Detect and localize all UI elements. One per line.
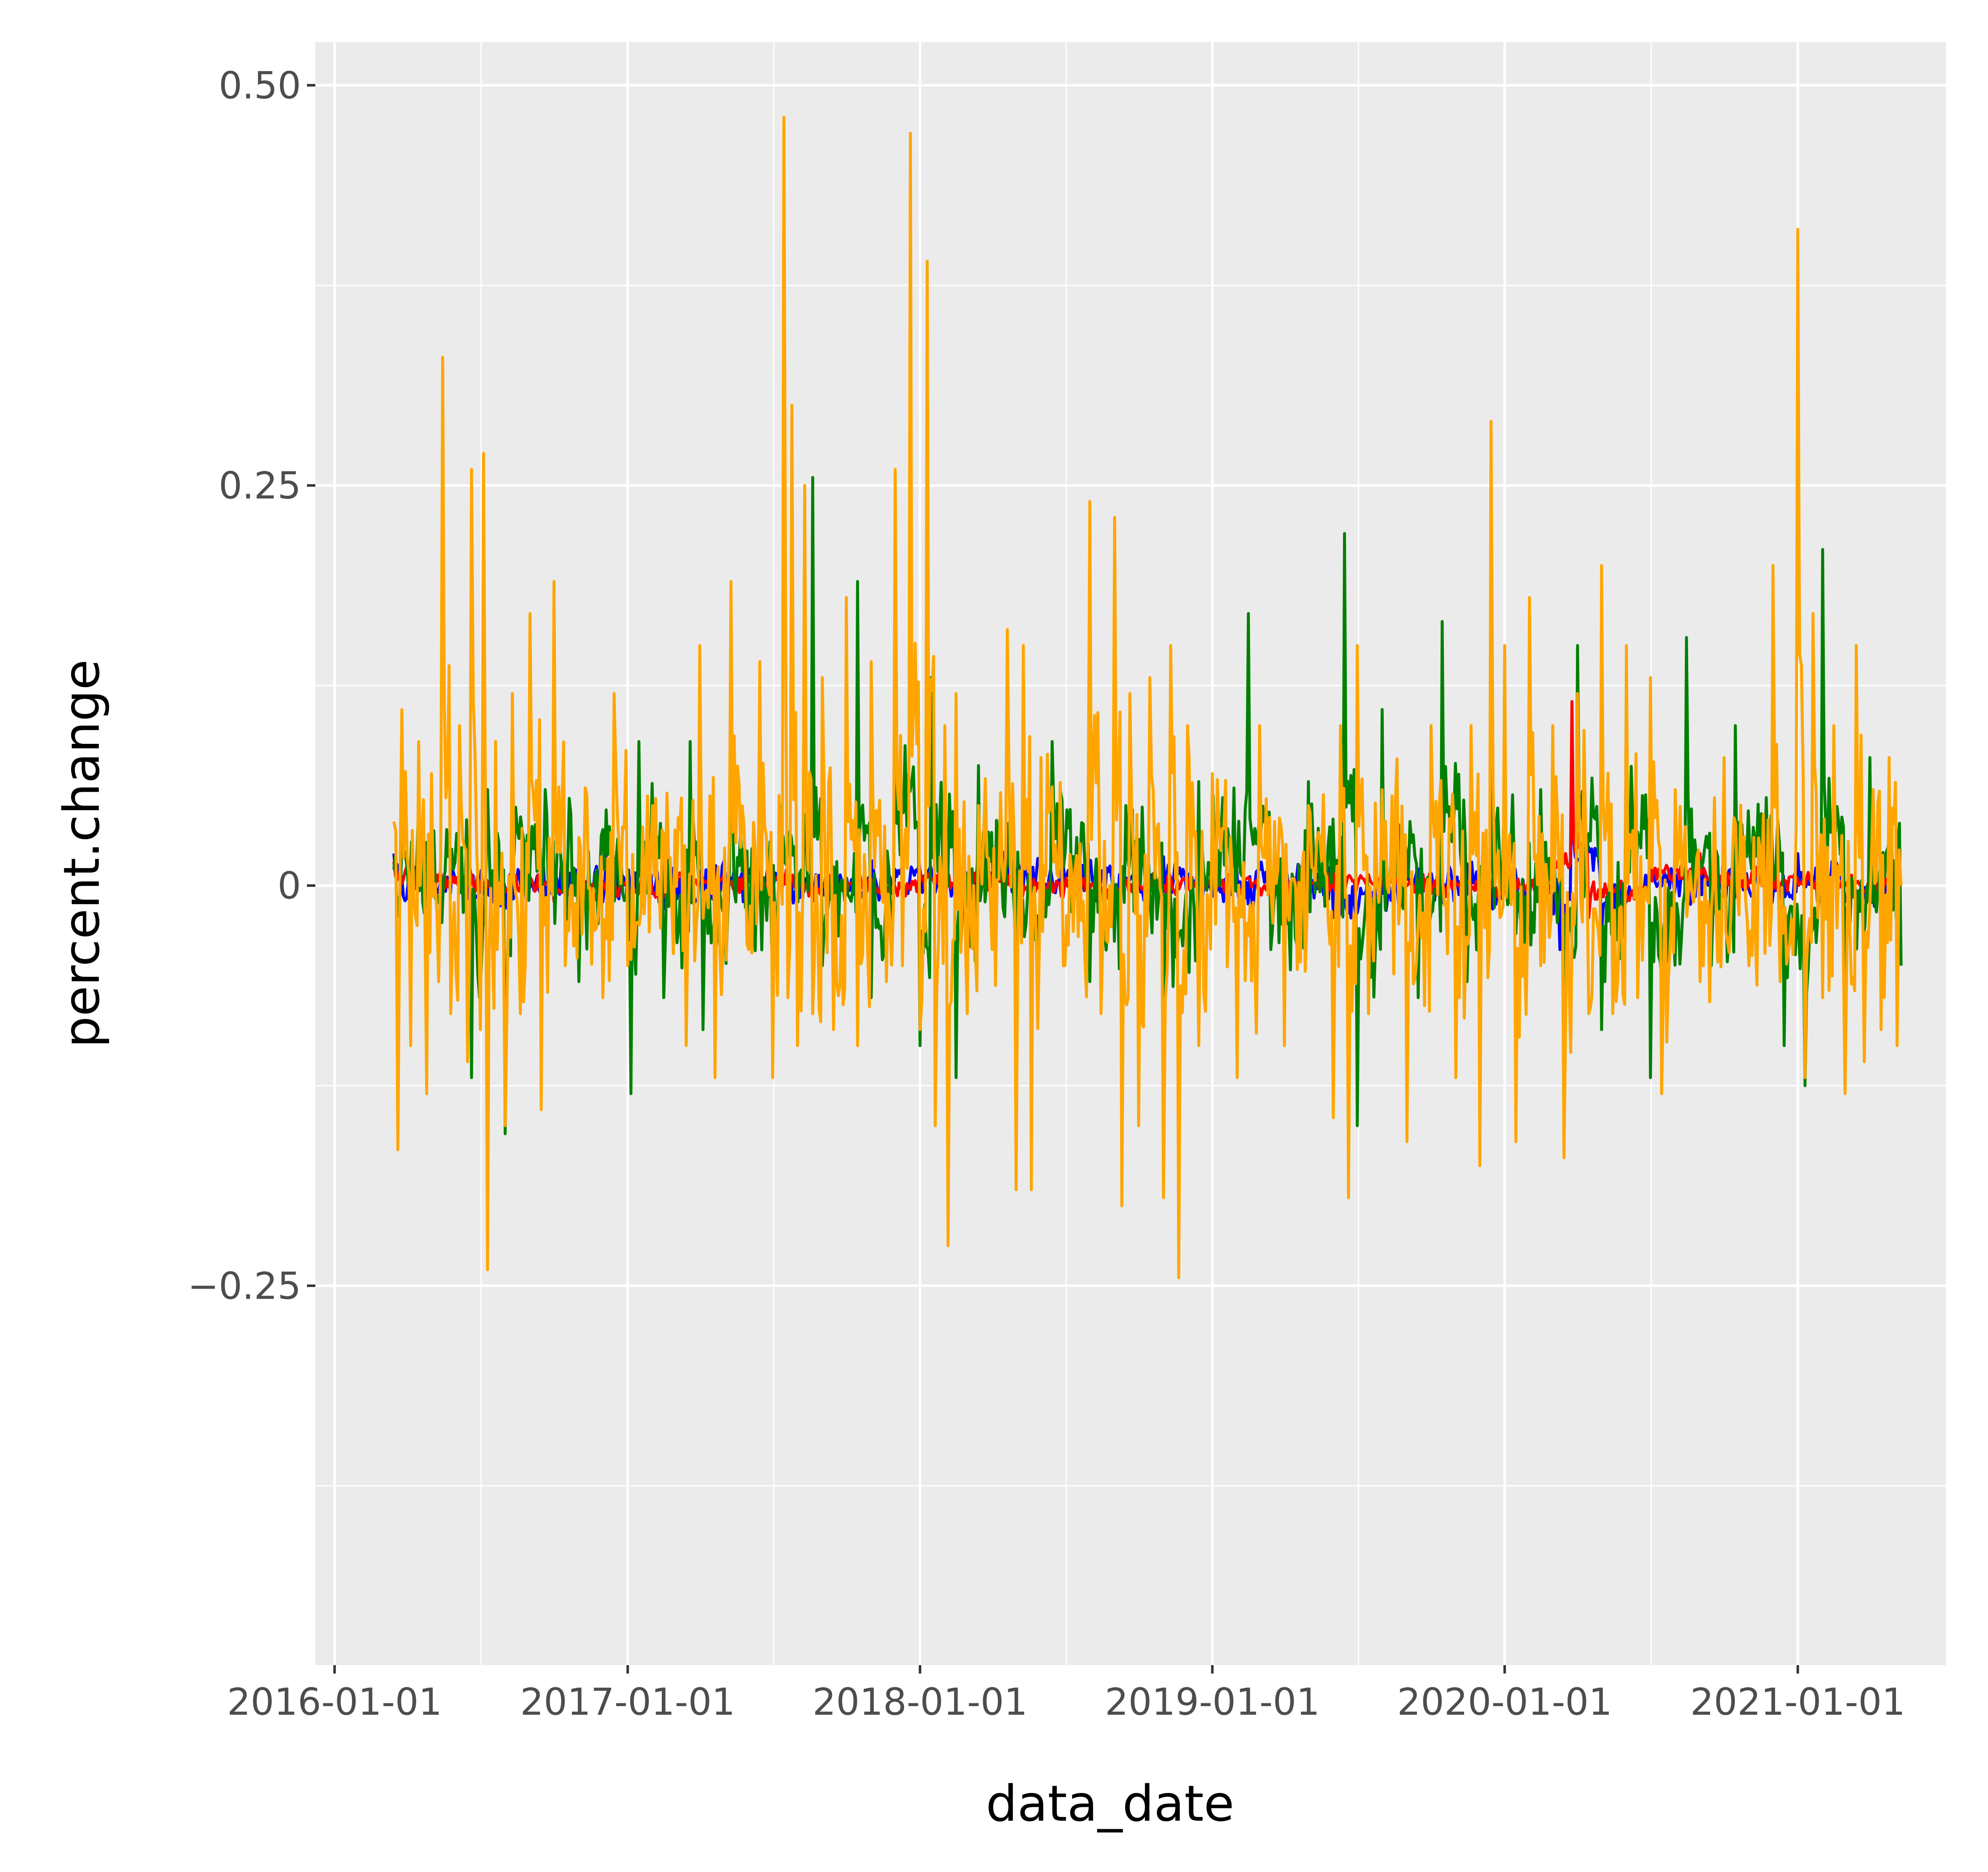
y-tick-label: 0.25 — [219, 464, 301, 507]
y-tick-label: 0 — [278, 864, 301, 907]
series-line — [392, 116, 1903, 1280]
y-tick-label: −0.25 — [188, 1264, 301, 1308]
y-axis: 0.50 0.25 0 −0.25 — [188, 64, 315, 1308]
x-tick-label: 2020-01-01 — [1397, 1680, 1612, 1724]
y-tick-label: 0.50 — [219, 64, 301, 107]
series-lines — [392, 116, 1903, 1280]
x-tick-label: 2021-01-01 — [1690, 1680, 1905, 1724]
x-tick-label: 2016-01-01 — [227, 1680, 442, 1724]
x-tick-label: 2018-01-01 — [812, 1680, 1027, 1724]
y-axis-title: percent.change — [53, 659, 111, 1048]
x-axis: 2016-01-01 2017-01-01 2018-01-01 2019-01-01… — [227, 1665, 1905, 1724]
x-tick-label: 2019-01-01 — [1105, 1680, 1320, 1724]
x-tick-label: 2017-01-01 — [520, 1680, 735, 1724]
x-axis-title: data_date — [986, 1774, 1235, 1832]
